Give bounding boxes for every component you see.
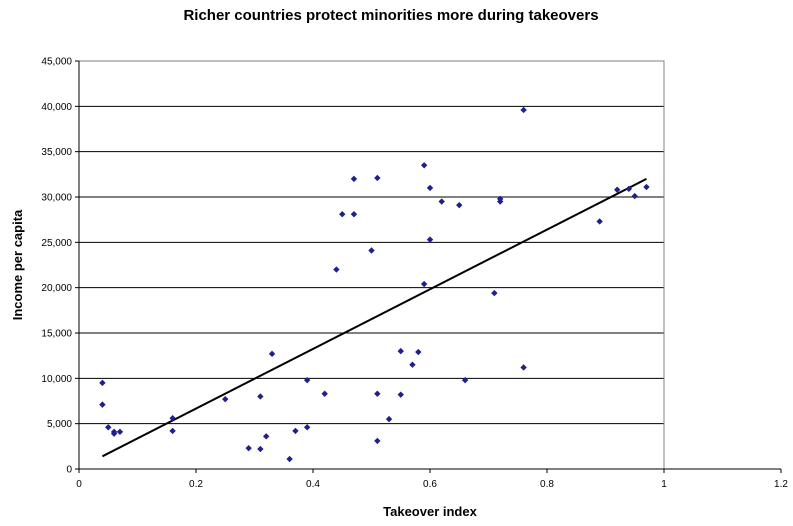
data-point — [99, 379, 106, 387]
data-point — [339, 211, 346, 218]
data-point — [263, 433, 270, 440]
data-point — [520, 364, 527, 371]
data-point — [333, 266, 340, 273]
data-point — [245, 444, 252, 452]
chart-title: Richer countries protect minorities more… — [183, 7, 598, 24]
data-point — [257, 445, 264, 453]
data-point — [116, 428, 124, 436]
data-point — [491, 289, 498, 297]
x-tick-label: 1.2 — [774, 479, 788, 490]
data-point — [409, 361, 416, 368]
data-point — [456, 201, 463, 209]
y-tick-label: 25,000 — [41, 238, 72, 249]
tick-labels: 0 5,000 10,000 15,000 20,000 25,000 30,000 35,0… — [41, 57, 788, 491]
data-point — [497, 198, 504, 205]
data-point — [268, 350, 276, 358]
data-point — [99, 401, 106, 408]
y-tick-label: 30,000 — [41, 193, 72, 204]
data-point — [614, 186, 621, 193]
axes — [78, 61, 781, 470]
y-tick-label: 0 — [66, 465, 72, 476]
data-point — [625, 185, 633, 193]
data-points — [99, 106, 650, 463]
data-point — [286, 455, 293, 463]
trend-line — [101, 177, 647, 458]
y-tick-label: 20,000 — [41, 283, 72, 294]
data-point — [461, 376, 469, 384]
data-point — [631, 192, 638, 200]
data-point — [368, 247, 375, 254]
data-point — [169, 415, 176, 422]
data-point — [643, 183, 650, 191]
data-point — [350, 211, 358, 218]
plot-area — [78, 60, 665, 470]
y-tick-label: 35,000 — [41, 147, 72, 158]
y-tick-label: 5,000 — [47, 419, 72, 430]
data-point — [257, 393, 264, 400]
data-point — [374, 174, 381, 182]
data-point — [105, 424, 112, 431]
data-point — [397, 347, 404, 355]
x-tick-label: 1 — [661, 479, 667, 490]
y-tick-label: 10,000 — [41, 374, 72, 385]
data-point — [222, 395, 229, 403]
data-point — [350, 175, 358, 183]
data-point — [420, 162, 428, 169]
data-point — [110, 430, 118, 437]
data-point — [415, 348, 422, 356]
data-point — [426, 236, 434, 243]
y-tick-label: 15,000 — [41, 329, 72, 340]
data-point — [292, 427, 299, 435]
data-point — [420, 280, 428, 288]
y-tick-label: 40,000 — [41, 102, 72, 113]
data-point — [397, 391, 404, 398]
gridlines — [79, 60, 664, 425]
data-point — [169, 427, 176, 435]
x-tick-label: 0.8 — [540, 479, 554, 490]
x-axis-title: Takeover index — [383, 504, 477, 519]
data-point — [385, 415, 393, 423]
x-tick-label: 0.6 — [423, 479, 437, 490]
x-tick-label: 0.4 — [306, 479, 320, 490]
data-point — [374, 437, 381, 445]
x-tick-label: 0 — [76, 479, 82, 490]
data-point — [596, 218, 603, 225]
x-tick-label: 0.2 — [189, 479, 203, 490]
data-point — [426, 184, 434, 192]
data-point — [438, 198, 445, 205]
data-point — [303, 424, 311, 431]
data-point — [321, 390, 328, 397]
y-tick-label: 45,000 — [41, 57, 72, 68]
data-point — [520, 106, 527, 114]
y-axis-title: Income per capita — [10, 209, 25, 320]
data-point — [303, 376, 311, 384]
data-point — [374, 390, 381, 397]
